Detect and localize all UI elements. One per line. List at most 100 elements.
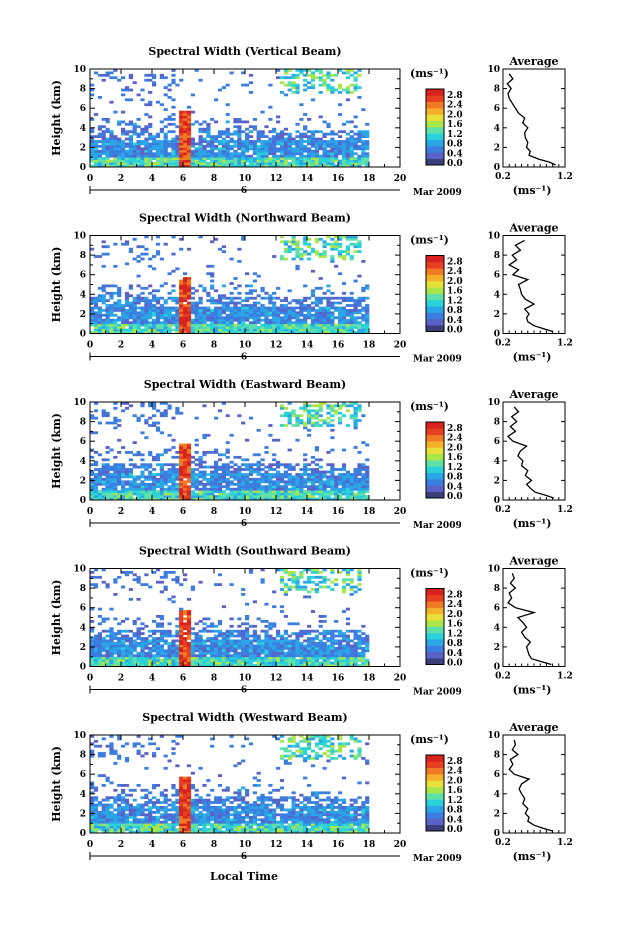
- heatmap-cell: [121, 304, 126, 307]
- heatmap-cell: [276, 473, 281, 476]
- heatmap-cell: [144, 583, 149, 586]
- heatmap-cell: [93, 487, 99, 491]
- heatmap-cell: [194, 316, 199, 320]
- heatmap-cell: [152, 147, 157, 151]
- heatmap-cell: [345, 147, 350, 151]
- heatmap-cell: [264, 147, 269, 151]
- heatmap-cell: [206, 477, 211, 481]
- heatmap-cell: [140, 296, 145, 300]
- heatmap-cell: [353, 316, 358, 320]
- heatmap-cell: [322, 419, 327, 422]
- heatmap-cell: [291, 247, 296, 251]
- colorbar-tick-label: 0.4: [447, 316, 463, 326]
- heatmap-cell: [245, 291, 250, 295]
- heatmap-cell: [272, 487, 277, 491]
- heatmap-cell: [144, 140, 149, 143]
- heatmap-cell: [237, 118, 242, 121]
- heatmap-cell: [268, 651, 273, 655]
- heatmap-cell: [109, 326, 114, 329]
- heatmap-cell: [349, 237, 354, 241]
- heatmap-cell: [155, 296, 161, 300]
- heatmap-cell: [283, 313, 288, 317]
- heatmap-cell: [136, 451, 141, 454]
- heatmap-cell: [179, 294, 184, 298]
- heatmap-cell: [206, 272, 211, 276]
- heatmap-cell: [159, 490, 164, 493]
- heatmap-cell: [365, 485, 370, 489]
- heatmap-cell: [299, 421, 304, 425]
- heatmap-cell: [237, 659, 242, 662]
- heatmap-cell: [272, 649, 277, 653]
- heatmap-cell: [171, 649, 176, 653]
- heatmap-cell: [307, 409, 312, 413]
- heatmap-cell: [90, 318, 95, 322]
- heatmap-cell: [353, 306, 358, 310]
- heatmap-cell: [245, 127, 250, 131]
- heatmap-cell: [179, 149, 184, 153]
- heatmap-cell: [237, 152, 242, 156]
- heatmap-cell: [237, 125, 242, 129]
- heatmap-cell: [109, 473, 114, 476]
- heatmap-cell: [291, 656, 296, 660]
- heatmap-cell: [283, 651, 288, 655]
- avg-x-tick-label: 1.2: [557, 172, 573, 182]
- heatmap-cell: [256, 140, 261, 143]
- heatmap-cell: [155, 147, 161, 151]
- heatmap-cell: [148, 78, 153, 82]
- heatmap-cell: [225, 632, 230, 635]
- heatmap-cell: [334, 242, 339, 246]
- heatmap-cell: [314, 326, 319, 329]
- heatmap-cell: [314, 424, 319, 427]
- heatmap-cell: [264, 321, 269, 325]
- heatmap-cell: [210, 490, 215, 493]
- heatmap-cell: [260, 132, 265, 136]
- heatmap-cell: [90, 664, 95, 667]
- heatmap-cell: [183, 328, 188, 332]
- heatmap-cell: [171, 299, 176, 302]
- heatmap-cell: [237, 127, 242, 131]
- heatmap-cell: [303, 424, 308, 427]
- heatmap-cell: [167, 664, 172, 667]
- heatmap-cell: [291, 242, 296, 246]
- heatmap-cell: [283, 571, 288, 574]
- heatmap-cell: [105, 497, 110, 501]
- heatmap-cell: [314, 311, 319, 315]
- heatmap-cell: [326, 71, 331, 75]
- heatmap-cell: [276, 296, 281, 300]
- heatmap-cell: [283, 323, 288, 327]
- heatmap-cell: [326, 144, 331, 148]
- heatmap-cell: [237, 617, 242, 621]
- heatmap-cell: [330, 477, 335, 481]
- heatmap-cell: [167, 597, 172, 601]
- heatmap-cell: [175, 649, 180, 653]
- heatmap-cell: [349, 497, 354, 501]
- heatmap-cell: [105, 299, 110, 302]
- heatmap-cell: [171, 477, 176, 481]
- heatmap-cell: [186, 110, 192, 114]
- heatmap-cell: [97, 642, 102, 645]
- heatmap-cell: [345, 142, 350, 146]
- heatmap-cell: [214, 154, 219, 158]
- heatmap-cell: [167, 433, 172, 437]
- heatmap-cell: [303, 473, 308, 476]
- heatmap-cell: [93, 164, 99, 168]
- heatmap-cell: [361, 477, 366, 481]
- heatmap-cell: [175, 406, 180, 410]
- heatmap-cell: [214, 477, 219, 481]
- heatmap-cell: [163, 108, 168, 111]
- heatmap-cell: [183, 291, 188, 295]
- heatmap-cell: [155, 152, 161, 156]
- heatmap-cell: [136, 492, 141, 496]
- heatmap-cell: [202, 644, 207, 648]
- heatmap-cell: [245, 475, 250, 479]
- heatmap-cell: [349, 477, 354, 481]
- heatmap-cell: [175, 451, 180, 454]
- heatmap-cell: [175, 328, 180, 332]
- heatmap-cell: [202, 651, 207, 655]
- heatmap-cell: [357, 485, 362, 489]
- heatmap-cell: [171, 306, 176, 310]
- heatmap-cell: [245, 438, 250, 442]
- heatmap-cell: [202, 311, 207, 315]
- heatmap-cell: [113, 110, 118, 114]
- heatmap-cell: [186, 282, 192, 285]
